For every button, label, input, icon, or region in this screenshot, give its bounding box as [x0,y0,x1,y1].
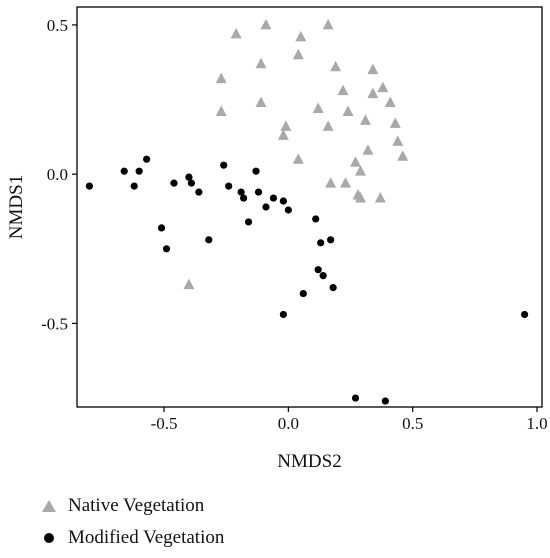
native-vegetation-point [362,144,374,155]
native-vegetation-point [397,150,409,161]
modified-vegetation-point [162,245,171,253]
legend-item-native: Native Vegetation [38,490,338,522]
modified-vegetation-point [312,215,320,223]
modified-vegetation-point [314,266,322,274]
modified-vegetation-point [185,173,193,181]
native-vegetation-point [255,96,267,108]
modified-vegetation-point [143,155,151,163]
y-tick-label: -0.5 [41,314,68,333]
native-vegetation-point [392,135,404,146]
native-vegetation-point [280,120,292,131]
native-vegetation-point [312,102,324,113]
modified-vegetation-point [240,194,248,202]
x-axis-title: NMDS2 [277,451,341,472]
native-vegetation-point [183,278,195,290]
native-vegetation-point [367,63,379,75]
modified-vegetation-point [329,283,337,292]
native-vegetation-point [325,177,337,188]
x-tick-label: 0.5 [402,414,423,433]
modified-vegetation-point [244,218,253,226]
native-vegetation-point [367,87,379,99]
modified-vegetation-point [205,236,213,244]
modified-vegetation-point [195,188,203,196]
native-vegetation-point [340,177,352,188]
native-vegetation-point [337,84,349,96]
modified-vegetation-point [252,167,260,175]
modified-vegetation-point [187,179,195,187]
modified-vegetation-point [85,182,94,190]
native-vegetation-point [322,120,334,131]
native-vegetation-point [354,192,366,203]
native-vegetation-point [389,117,401,128]
data-points [85,18,529,405]
native-vegetation-point [350,156,362,167]
native-vegetation-point [359,114,371,125]
y-axis-ticks: -0.5 0.0 0.5 [41,16,77,333]
native-vegetation-point [230,27,242,39]
modified-vegetation-point [130,182,138,190]
modified-vegetation-point [220,161,228,169]
x-tick-label: 0.0 [278,414,299,433]
legend-label-native: Native Vegetation [68,495,205,516]
native-vegetation-point [260,18,272,30]
modified-vegetation-point [284,206,292,214]
x-tick-label: -0.5 [151,414,178,433]
native-vegetation-point [322,18,334,30]
native-vegetation-point [215,105,227,116]
native-vegetation-point [295,30,307,42]
modified-vegetation-point [262,203,270,211]
native-vegetation-point [377,81,389,93]
modified-vegetation-point [170,179,178,187]
native-vegetation-point [342,105,354,116]
native-vegetation-point [354,165,366,176]
modified-vegetation-point [135,167,143,175]
circle-marker-icon [38,528,60,548]
x-tick-label: 1.0 [526,414,547,433]
modified-vegetation-point [381,397,389,405]
native-vegetation-point [277,129,289,140]
legend-item-modified: Modified Vegetation [38,522,338,554]
modified-vegetation-point [319,272,327,280]
native-vegetation-point [292,153,304,164]
modified-vegetation-point [157,224,166,232]
modified-vegetation-point [351,394,360,402]
modified-vegetation-point [279,310,287,319]
modified-vegetation-point [520,310,529,319]
native-vegetation-point [384,96,396,108]
modified-vegetation-point [327,236,335,244]
modified-vegetation-point [299,289,307,298]
native-vegetation-point [374,192,386,203]
modified-vegetation-point [269,194,278,202]
modified-vegetation-point [225,182,233,190]
native-vegetation-point [292,48,304,60]
triangle-marker-icon [38,496,60,516]
native-vegetation-point [330,60,342,72]
modified-vegetation-point [317,239,325,247]
native-vegetation-point [215,72,227,84]
y-tick-label: 0.5 [47,16,68,35]
native-vegetation-point [255,57,267,69]
legend: Native Vegetation Modified Vegetation [38,490,338,554]
modified-vegetation-point [254,188,263,196]
modified-vegetation-point [237,188,245,196]
plot-frame [76,6,543,408]
modified-vegetation-point [120,167,128,175]
y-tick-label: 0.0 [47,165,68,184]
scatter-chart: -0.5 0.0 0.5 1.0 -0.5 0.0 0.5 NMDS2 NMDS1 [6,6,548,472]
modified-vegetation-point [279,197,287,205]
x-axis-ticks: -0.5 0.0 0.5 1.0 [151,407,548,433]
legend-label-modified: Modified Vegetation [68,527,225,548]
y-axis-title: NMDS1 [6,175,27,239]
